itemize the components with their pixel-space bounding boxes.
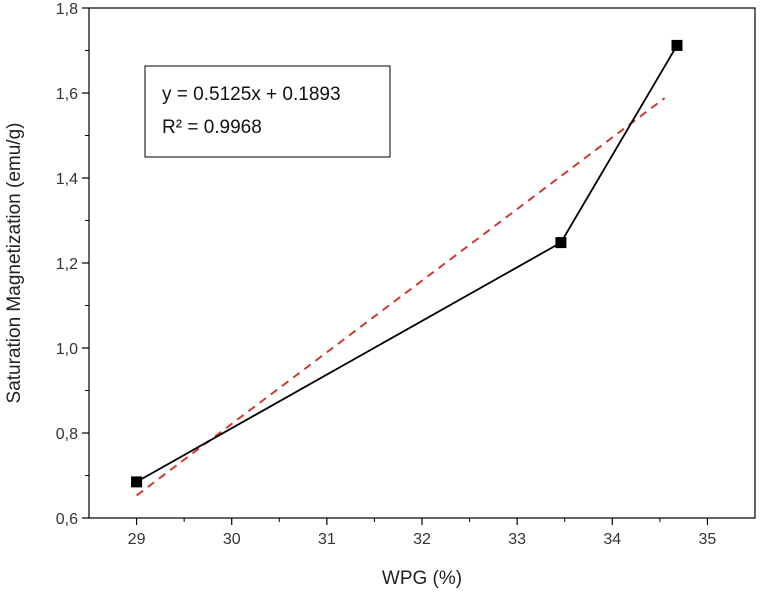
x-tick-label: 32 [413,531,431,548]
x-axis-title: WPG (%) [382,568,462,589]
y-tick-label: 1,0 [56,341,78,358]
x-tick-label: 31 [318,531,336,548]
x-tick-label: 34 [603,531,621,548]
y-tick-label: 1,4 [56,171,78,188]
y-tick-label: 0,8 [56,426,78,443]
fit-equation: y = 0.5125x + 0.1893 [162,84,341,105]
x-tick-label: 29 [128,531,146,548]
x-axis-ticks: 29 30 31 32 33 34 35 [128,518,717,548]
linear-fit-line [135,97,666,497]
data-point [131,476,143,488]
y-tick-label: 1,6 [56,86,78,103]
y-tick-label: 1,8 [56,1,78,18]
data-point [671,39,683,51]
y-tick-label: 1,2 [56,256,78,273]
y-tick-label: 0,6 [56,511,78,528]
fit-r-squared: R² = 0.9968 [162,117,262,138]
x-tick-label: 30 [223,531,241,548]
y-axis-title: Saturation Magnetization (emu/g) [4,123,25,404]
data-point [555,237,567,249]
x-tick-label: 35 [699,531,717,548]
y-axis-ticks: 0,6 0,8 1,0 1,2 1,4 1,6 1,8 [56,1,89,528]
x-tick-label: 33 [508,531,526,548]
equation-box [144,65,391,158]
data-points [131,39,683,488]
